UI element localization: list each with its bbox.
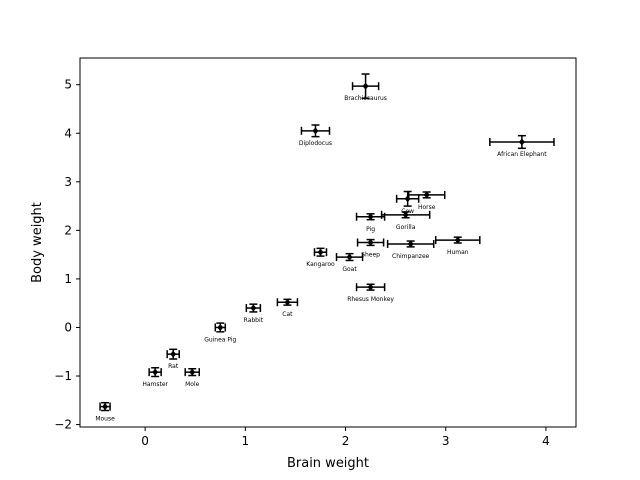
y-tick-label: 4 <box>64 126 72 140</box>
point-label: Kangaroo <box>306 261 335 268</box>
point-label: Sheep <box>361 252 380 259</box>
point-label: Guinea Pig <box>204 336 236 343</box>
x-tick-label: 3 <box>442 434 450 448</box>
axes-layer: 0 1 2 3 4 −2 −1 0 1 2 3 4 5 <box>54 78 549 448</box>
y-tick-label: 0 <box>64 320 72 334</box>
point-human <box>434 236 481 245</box>
data-point-marker <box>317 248 324 256</box>
data-point-marker <box>312 127 319 135</box>
data-point-marker <box>402 211 409 219</box>
data-point-marker <box>346 253 353 261</box>
data-point-marker <box>367 213 374 221</box>
point-cat <box>276 298 299 307</box>
point-labels-layer: Mouse Hamster Mole Rat Guinea Pig Rabbit Cat Ka… <box>95 95 547 422</box>
data-point-marker <box>102 403 109 411</box>
point-rat <box>166 348 180 360</box>
point-sheep <box>356 238 385 247</box>
data-point-marker <box>250 304 257 312</box>
data-point-marker <box>362 82 369 90</box>
point-goat <box>335 252 364 262</box>
y-tick-label: −2 <box>54 418 72 432</box>
point-hamster <box>148 367 162 378</box>
point-rhesus-monkey <box>355 283 386 292</box>
point-kangaroo <box>313 247 328 257</box>
y-tick-label: −1 <box>54 369 72 383</box>
point-gorilla <box>380 210 431 219</box>
point-mouse <box>99 401 111 412</box>
point-brachiosaurus <box>351 73 380 100</box>
point-pig <box>355 212 386 221</box>
point-rabbit <box>245 303 262 313</box>
data-point-marker <box>367 239 374 246</box>
data-point-marker <box>423 191 430 199</box>
point-label: Cow <box>401 208 414 215</box>
point-label: Goat <box>342 266 357 273</box>
y-tick-label: 1 <box>64 272 72 286</box>
data-point-marker <box>518 138 525 146</box>
point-horse <box>407 190 446 199</box>
point-label: Cat <box>282 311 293 318</box>
point-cow <box>395 190 420 207</box>
data-point-marker <box>407 240 414 248</box>
data-point-marker <box>367 283 374 291</box>
data-point-marker <box>217 323 224 331</box>
point-label: Rabbit <box>244 317 264 324</box>
data-point-marker <box>152 368 159 376</box>
point-label: Rat <box>168 363 179 370</box>
y-tick-label: 2 <box>64 223 72 237</box>
y-tick-label: 5 <box>64 78 72 92</box>
point-label: Pig <box>366 226 375 233</box>
point-label: Diplodocus <box>299 140 332 147</box>
data-point-marker <box>170 350 177 358</box>
point-chimpanzee <box>386 239 435 248</box>
point-label: Chimpanzee <box>392 253 430 260</box>
x-axis-label: Brain weight <box>287 456 369 471</box>
point-label: Rhesus Monkey <box>347 296 394 303</box>
point-african-elephant <box>489 134 555 150</box>
point-label: Mole <box>185 381 200 388</box>
data-point-marker <box>189 368 196 376</box>
x-tick-label: 0 <box>141 434 149 448</box>
y-tick-label: 3 <box>64 175 72 189</box>
point-mole <box>184 367 200 377</box>
points-layer <box>99 73 555 412</box>
point-label: Hamster <box>142 381 168 388</box>
point-label: Horse <box>418 204 436 211</box>
point-label: African Elephant <box>497 151 547 158</box>
y-axis-label: Body weight <box>30 202 45 283</box>
data-point-marker <box>454 236 461 244</box>
x-tick-label: 2 <box>342 434 350 448</box>
x-tick-label: 4 <box>542 434 550 448</box>
data-point-marker <box>284 298 291 306</box>
point-label: Human <box>447 249 469 256</box>
point-guinea-pig <box>214 322 227 333</box>
point-label: Brachiosaurus <box>344 95 387 102</box>
point-label: Mouse <box>95 416 115 423</box>
plot-frame <box>79 57 577 428</box>
point-label: Gorilla <box>396 224 416 231</box>
point-diplodocus <box>300 124 331 138</box>
x-tick-label: 1 <box>242 434 250 448</box>
